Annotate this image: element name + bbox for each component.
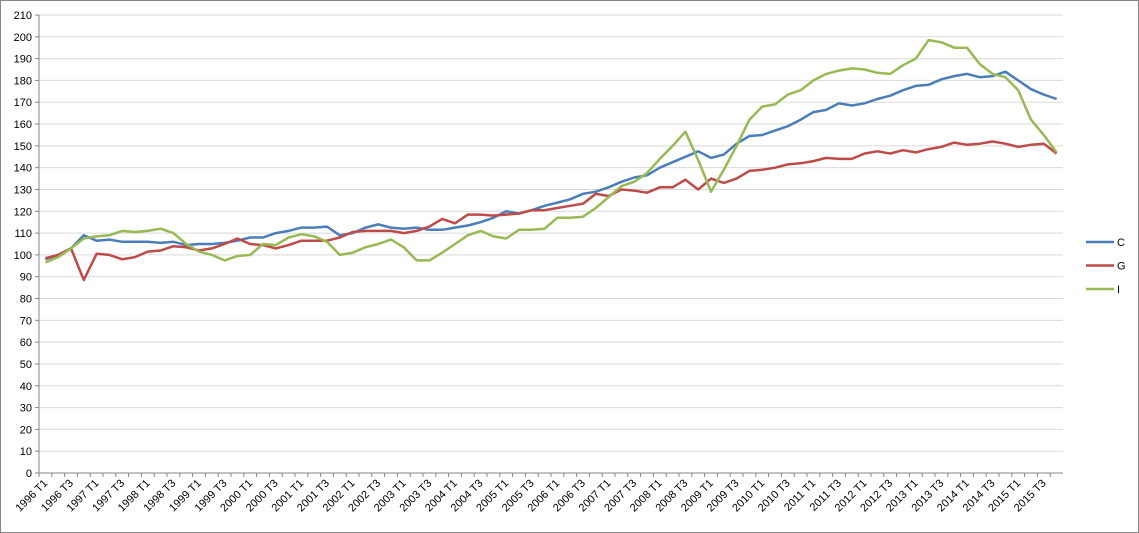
series-line bbox=[45, 140, 1058, 282]
y-tick-label: 140 bbox=[14, 163, 32, 175]
y-tick-label: 160 bbox=[14, 119, 32, 131]
y-tick-label: 50 bbox=[20, 359, 32, 371]
y-tick-label: 110 bbox=[14, 228, 32, 240]
series-line bbox=[44, 38, 1058, 264]
y-tick-label: 150 bbox=[14, 141, 32, 153]
y-tick-label: 80 bbox=[20, 294, 32, 306]
y-tick-label: 70 bbox=[20, 315, 32, 327]
y-tick-label: 170 bbox=[14, 97, 32, 109]
y-tick-label: 90 bbox=[20, 272, 32, 284]
y-tick-label: 190 bbox=[14, 54, 32, 66]
y-tick-label: 180 bbox=[14, 75, 32, 87]
y-tick-label: 10 bbox=[20, 446, 32, 458]
y-tick-label: 60 bbox=[20, 337, 32, 349]
y-tick-label: 120 bbox=[14, 206, 32, 218]
legend-label: I bbox=[1117, 284, 1120, 296]
legend-label: C bbox=[1117, 237, 1125, 249]
y-tick-label: 100 bbox=[14, 250, 32, 262]
series-line bbox=[44, 70, 1058, 261]
y-tick-label: 0 bbox=[26, 468, 32, 480]
y-tick-label: 40 bbox=[20, 381, 32, 393]
y-tick-label: 30 bbox=[20, 403, 32, 415]
y-tick-label: 200 bbox=[14, 32, 32, 44]
y-tick-label: 20 bbox=[20, 424, 32, 436]
y-tick-label: 130 bbox=[14, 184, 32, 196]
y-tick-label: 210 bbox=[14, 10, 32, 22]
legend-label: G bbox=[1117, 261, 1126, 273]
